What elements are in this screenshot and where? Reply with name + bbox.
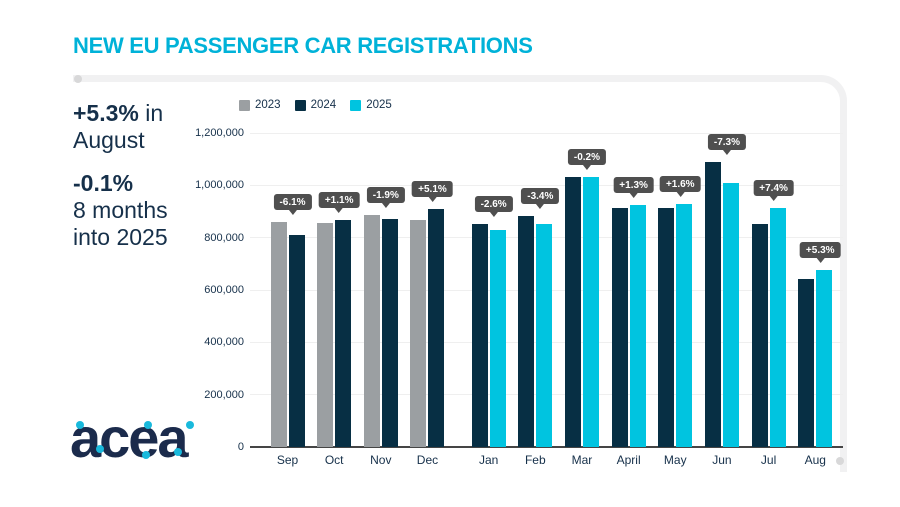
- pct-badge-may: +1.6%: [659, 176, 701, 198]
- legend-label-2024: 2024: [310, 99, 337, 111]
- bar-dec-2024: [428, 208, 445, 447]
- x-axis-label-jul: Jul: [760, 453, 777, 467]
- x-axis-label-april: April: [616, 453, 641, 467]
- bar-april-2024: [611, 207, 628, 447]
- bar-oct-2024: [335, 220, 352, 447]
- summary-august-pct: +5.3%: [73, 100, 139, 126]
- y-tick-label: 200,000: [204, 388, 244, 401]
- logo-dot: [186, 421, 194, 429]
- acea-logo-text: acea: [70, 406, 189, 469]
- legend-swatch-2025: [350, 99, 362, 111]
- summary-august-suffix: in: [138, 100, 164, 126]
- x-axis-label-mar: Mar: [571, 453, 593, 467]
- bar-may-2025: [676, 204, 693, 447]
- bar-jun-2025: [722, 182, 739, 447]
- bar-sep-2024: [288, 235, 305, 447]
- pct-badge-feb: -3.4%: [521, 187, 560, 209]
- bar-mar-2025: [582, 177, 599, 447]
- gridline: [250, 132, 843, 134]
- frame-start-dot: [74, 75, 82, 83]
- x-axis-label-aug: Aug: [804, 453, 826, 467]
- x-axis-label-may: May: [663, 453, 687, 467]
- y-tick-label: 1,000,000: [195, 179, 244, 192]
- summary-august: +5.3% in August: [73, 100, 163, 154]
- x-axis-label-feb: Feb: [524, 453, 546, 467]
- legend-label-2023: 2023: [255, 99, 281, 111]
- bar-feb-2024: [518, 215, 535, 447]
- bar-may-2024: [658, 208, 675, 447]
- acea-logo: acea: [70, 405, 194, 470]
- y-tick-label: 600,000: [204, 284, 244, 296]
- y-tick-label: 1,200,000: [195, 127, 244, 139]
- x-axis-label-sep: Sep: [276, 453, 299, 467]
- summary-august-line1: +5.3% in: [73, 100, 163, 127]
- frame-end-dot: [836, 457, 844, 465]
- bar-aug-2024: [798, 278, 815, 447]
- bar-jul-2025: [769, 207, 786, 447]
- summary-ytd-line2: 8 months: [73, 197, 168, 223]
- y-tick-label: 0: [237, 441, 244, 453]
- pct-badge-nov: -1.9%: [366, 187, 405, 209]
- pct-badge-mar: -0.2%: [567, 148, 607, 170]
- bar-dec-2023: [410, 220, 427, 447]
- legend-label-2025: 2025: [366, 99, 392, 111]
- bar-oct-2023: [317, 223, 334, 447]
- bar-april-2025: [629, 204, 646, 447]
- chart-legend: 2023 2024 2025: [239, 99, 392, 111]
- y-tick-label: 400,000: [204, 336, 244, 349]
- pct-badge-jul: +7.4%: [753, 179, 794, 201]
- x-axis-line: [250, 446, 843, 448]
- bar-jul-2024: [751, 224, 768, 447]
- bar-jan-2025: [489, 229, 506, 447]
- bar-aug-2025: [816, 269, 833, 447]
- gridline: [250, 184, 843, 186]
- bar-sep-2023: [270, 221, 287, 447]
- legend-item-2024: 2024: [294, 99, 337, 111]
- legend-swatch-2023: [239, 99, 250, 111]
- bar-jan-2024: [471, 224, 488, 447]
- legend-swatch-2024: [294, 99, 306, 111]
- legend-item-2025: 2025: [350, 99, 392, 111]
- pct-badge-april: +1.3%: [613, 176, 654, 198]
- pct-badge-aug: +5.3%: [799, 241, 841, 263]
- y-tick-label: 800,000: [204, 231, 244, 244]
- pct-badge-oct: +1.1%: [318, 192, 360, 214]
- bar-feb-2025: [536, 223, 553, 447]
- summary-ytd: -0.1% 8 months into 2025: [73, 170, 168, 251]
- x-axis-label-nov: Nov: [370, 453, 392, 467]
- bar-jun-2024: [704, 161, 721, 447]
- bar-nov-2023: [363, 215, 380, 447]
- logo-dot: [144, 421, 152, 429]
- pct-badge-dec: +5.1%: [412, 180, 453, 202]
- logo-dot: [76, 421, 84, 429]
- summary-august-line2: August: [73, 127, 145, 153]
- page-title: NEW EU PASSENGER CAR REGISTRATIONS: [73, 33, 533, 58]
- logo-dot: [142, 451, 150, 459]
- bar-nov-2024: [381, 219, 398, 447]
- pct-badge-sep: -6.1%: [273, 193, 312, 215]
- x-axis-label-jan: Jan: [478, 453, 499, 467]
- summary-ytd-pct: -0.1%: [73, 170, 134, 196]
- bar-mar-2024: [564, 176, 581, 447]
- x-axis-label-oct: Oct: [324, 453, 344, 467]
- legend-item-2023: 2023: [239, 99, 281, 111]
- pct-badge-jun: -7.3%: [707, 133, 746, 155]
- logo-dot: [174, 448, 182, 456]
- pct-badge-jan: -2.6%: [474, 196, 513, 218]
- logo-dot: [96, 445, 104, 453]
- x-axis-label-dec: Dec: [416, 453, 439, 467]
- x-axis-label-jun: Jun: [712, 453, 732, 467]
- summary-ytd-line3: into 2025: [73, 224, 168, 250]
